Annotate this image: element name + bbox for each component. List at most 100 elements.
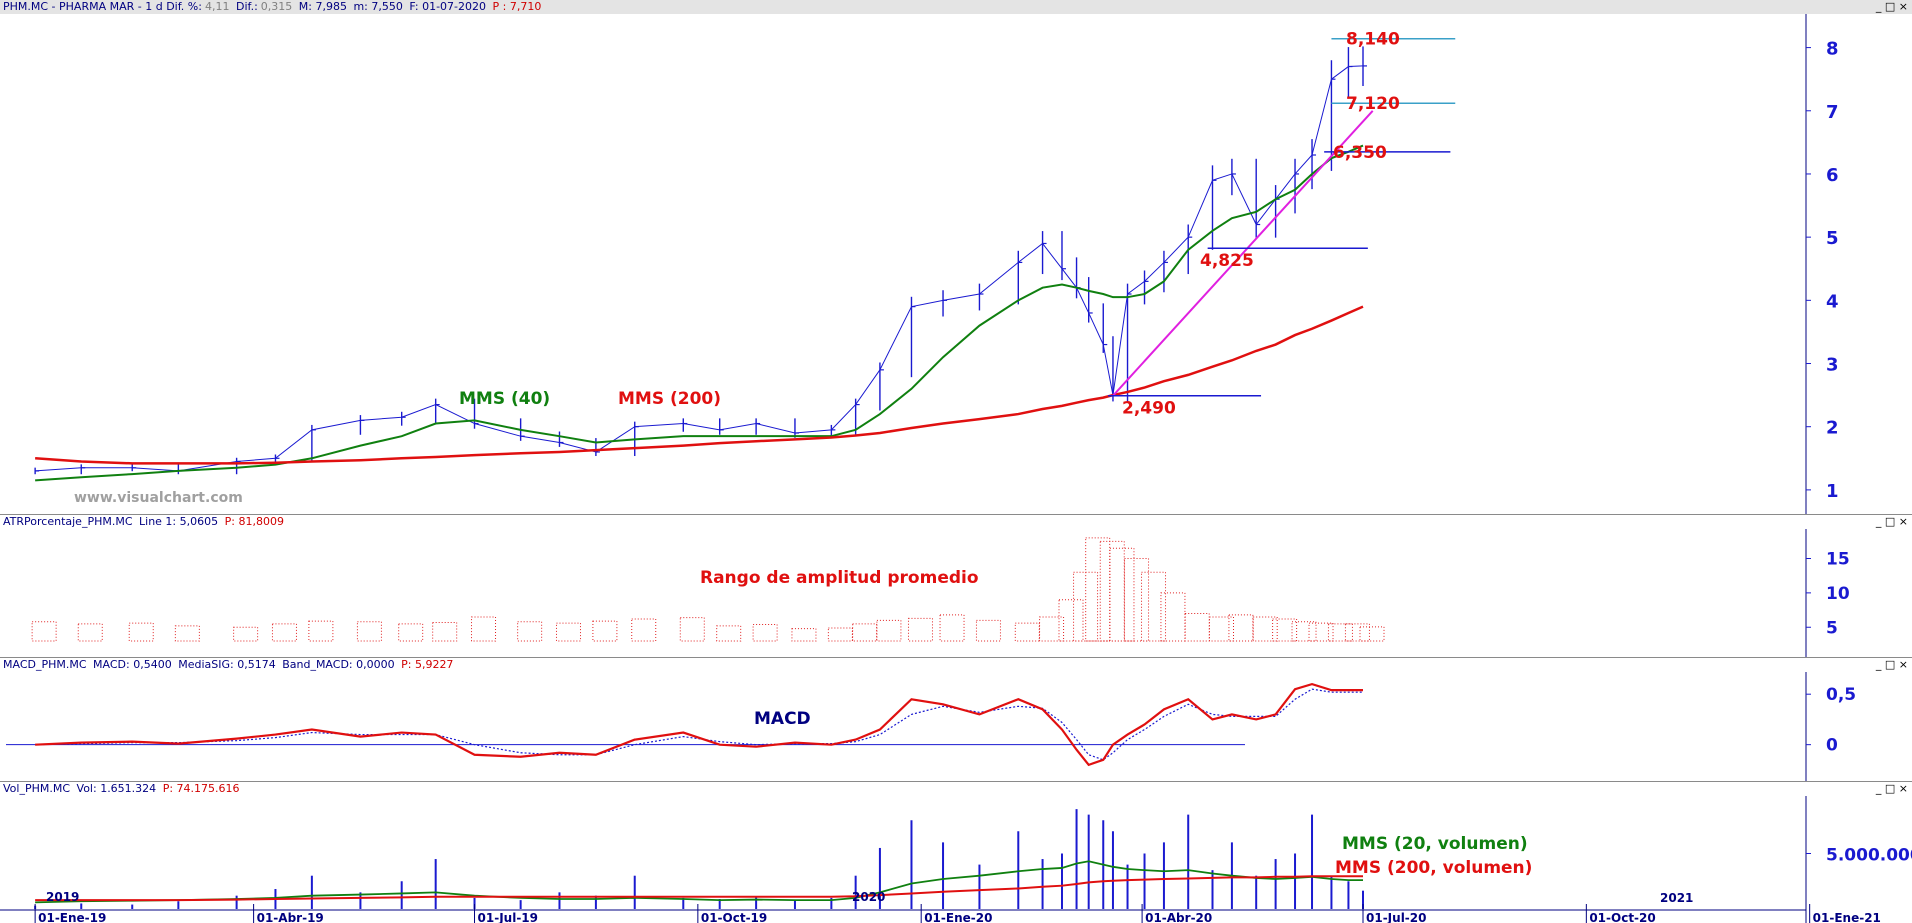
macd-title: MACD xyxy=(754,709,811,729)
price-header-max: M: 7,985 xyxy=(298,0,347,13)
atr-bar xyxy=(1359,626,1385,642)
atr-bar xyxy=(1208,616,1234,642)
price-header-dif-pct: 4,11 xyxy=(204,0,230,13)
volume-mms20-label: MMS (20, volumen) xyxy=(1342,834,1528,854)
atr-bar xyxy=(1308,622,1334,642)
x-tick-label: 01-Ene-19 xyxy=(38,911,106,923)
atr-chart: 5 10 15 Rango de amplitud promedio xyxy=(31,529,1850,657)
price-y-tick-label: 6 xyxy=(1826,165,1839,186)
atr-bar xyxy=(1124,558,1150,642)
watermark: www.visualchart.com xyxy=(74,490,243,506)
atr-y-tick-label: 5 xyxy=(1826,618,1838,638)
volume-header-p: P: 74.175.616 xyxy=(162,782,240,795)
atr-bar xyxy=(1272,618,1298,642)
level-label: 2,490 xyxy=(1122,399,1176,419)
volume-chart: 5.000.000 MMS (20, volumen) MMS (200, volu… xyxy=(0,796,1912,923)
year-marker-2020: 2020 xyxy=(852,890,885,904)
price-panel[interactable]: PHM.MC - PHARMA MAR - 1 d Dif. %: 4,11 Di… xyxy=(0,0,1912,514)
volume-header-name: Vol_PHM.MC xyxy=(3,782,71,795)
atr-bar xyxy=(939,614,965,642)
x-tick-label: 01-Abr-20 xyxy=(1145,911,1212,923)
price-y-tick-label: 2 xyxy=(1826,418,1839,439)
atr-window-controls[interactable]: _ □ × xyxy=(1806,515,1912,529)
atr-bar xyxy=(271,623,297,642)
volume-y-tick-label: 5.000.000 xyxy=(1826,846,1912,866)
atr-bar xyxy=(827,627,853,642)
atr-bar xyxy=(517,621,543,642)
atr-bar xyxy=(128,622,154,642)
atr-bar xyxy=(1039,616,1065,642)
price-header-symbol: PHM.MC - PHARMA MAR - 1 d Dif. %: xyxy=(3,0,202,13)
macd-chart: 0 0,5 MACD xyxy=(6,672,1856,782)
atr-bar xyxy=(716,625,742,642)
price-y-tick-label: 4 xyxy=(1826,291,1839,312)
mms40-line xyxy=(35,144,1364,482)
macd-panel[interactable]: MACD_PHM.MC MACD: 0,5400 MediaSIG: 0,517… xyxy=(0,657,1912,782)
volume-header-vol: Vol: 1.651.324 xyxy=(76,782,157,795)
volume-panel[interactable]: Vol_PHM.MC Vol: 1.651.324 P: 74.175.616 … xyxy=(0,781,1912,923)
x-tick-label: 01-Jul-20 xyxy=(1366,911,1426,923)
atr-bar xyxy=(432,621,458,642)
price-header-last: P : 7,710 xyxy=(492,0,542,13)
level-label: 6,350 xyxy=(1333,143,1387,163)
macd-header-band: Band_MACD: 0,0000 xyxy=(282,658,395,671)
x-tick-label: 01-Jul-19 xyxy=(478,911,538,923)
atr-bar xyxy=(555,622,581,642)
atr-bar xyxy=(1184,613,1210,642)
atr-y-tick-label: 15 xyxy=(1826,550,1850,570)
atr-header-p: P: 81,8009 xyxy=(224,515,284,528)
atr-bar xyxy=(1344,623,1370,642)
atr-bar xyxy=(907,617,933,642)
mms40-label: MMS (40) xyxy=(459,389,550,409)
atr-bar xyxy=(471,616,497,642)
x-tick-label: 01-Ene-20 xyxy=(924,911,992,923)
volume-window-controls[interactable]: _ □ × xyxy=(1806,782,1912,796)
x-tick-label: 01-Abr-19 xyxy=(257,911,324,923)
atr-bar xyxy=(592,620,618,642)
level-label: 4,825 xyxy=(1200,251,1254,271)
macd-window-controls[interactable]: _ □ × xyxy=(1806,658,1912,672)
macd-header-macd: MACD: 0,5400 xyxy=(93,658,172,671)
atr-bar xyxy=(233,626,259,642)
price-header-min: m: 7,550 xyxy=(353,0,403,13)
atr-bar xyxy=(31,621,57,642)
macd-panel-header: MACD_PHM.MC MACD: 0,5400 MediaSIG: 0,517… xyxy=(0,658,1806,672)
trend-line xyxy=(1112,110,1374,397)
atr-bar xyxy=(852,623,878,642)
level-label: 7,120 xyxy=(1346,94,1400,114)
atr-bar xyxy=(1099,540,1125,642)
volume-mms20-line xyxy=(35,860,1364,904)
price-y-tick-label: 7 xyxy=(1826,102,1839,123)
price-panel-header: PHM.MC - PHARMA MAR - 1 d Dif. %: 4,11 Di… xyxy=(0,0,1806,14)
x-tick-label: 01-Oct-19 xyxy=(701,911,767,923)
macd-signal-line xyxy=(35,688,1364,761)
price-header-dif: 0,315 xyxy=(260,0,293,13)
x-tick-label: 01-Oct-20 xyxy=(1589,911,1655,923)
year-marker-2019: 2019 xyxy=(46,890,79,904)
atr-bar xyxy=(77,623,103,642)
atr-bar xyxy=(1073,571,1099,642)
atr-bar xyxy=(1160,592,1186,642)
price-window-controls[interactable]: _ □ × xyxy=(1806,0,1912,14)
atr-header-line: Line 1: 5,0605 xyxy=(139,515,219,528)
atr-panel[interactable]: ATRPorcentaje_PHM.MC Line 1: 5,0605 P: 8… xyxy=(0,514,1912,658)
atr-bar xyxy=(398,623,424,642)
atr-bar xyxy=(1252,616,1278,642)
atr-title: Rango de amplitud promedio xyxy=(700,568,979,588)
atr-bar xyxy=(308,620,334,642)
price-y-tick-label: 8 xyxy=(1826,39,1839,60)
atr-bar xyxy=(631,618,657,642)
volume-panel-header: Vol_PHM.MC Vol: 1.651.324 P: 74.175.616 xyxy=(0,782,1806,796)
atr-bar xyxy=(1327,623,1353,642)
price-chart: 1 2 3 4 5 6 7 8 www.visualchart.com 8,140 7,120 6,3… xyxy=(34,14,1839,514)
atr-bar xyxy=(1141,571,1167,642)
atr-bar xyxy=(975,619,1001,642)
atr-bar xyxy=(1058,599,1084,642)
macd-header-name: MACD_PHM.MC xyxy=(3,658,87,671)
price-header-dif-label: Dif.: xyxy=(235,0,258,13)
level-label: 8,140 xyxy=(1346,30,1400,50)
macd-header-p: P: 5,9227 xyxy=(401,658,454,671)
atr-bar xyxy=(1014,622,1040,642)
atr-bar xyxy=(679,617,705,642)
macd-y-tick-label: 0,5 xyxy=(1826,685,1856,705)
